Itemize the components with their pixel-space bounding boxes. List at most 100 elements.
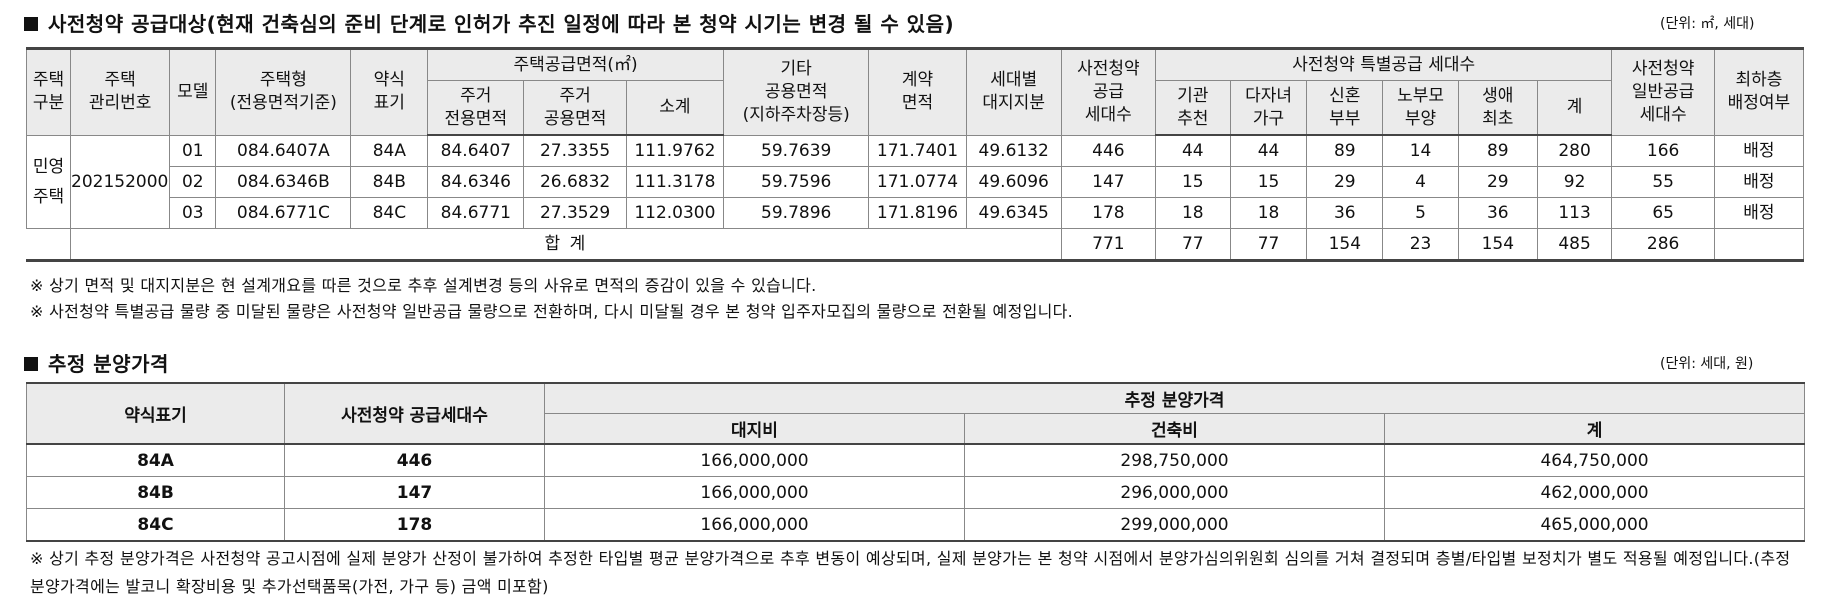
cell-subtotal: 111.3178 [625, 166, 725, 198]
cell-abbr: 84A [350, 134, 429, 167]
cell-other-common: 59.7596 [723, 166, 870, 198]
cell-agency: 18 [1154, 197, 1231, 229]
cell-model: 02 [169, 166, 217, 198]
header-common: 주거 공용면적 [523, 80, 627, 136]
section2-title: 추정 분양가격 [24, 348, 169, 377]
cell-agency: 15 [1154, 166, 1231, 198]
cell-common: 26.6832 [523, 166, 627, 198]
header-land: 대지비 [544, 413, 965, 445]
cell-elderly: 4 [1382, 166, 1459, 198]
cell-supply: 178 [284, 508, 545, 542]
cell-total: 113 [1536, 197, 1613, 229]
header-land-share: 세대별 대지지분 [965, 48, 1062, 136]
header-pre-supply: 사전청약 공급 세대수 [1060, 48, 1156, 136]
sum-label: 합 계 [70, 228, 1062, 261]
sum-total: 485 [1536, 228, 1613, 261]
header-other-common: 기타 공용면적 (지하주차장등) [723, 48, 870, 136]
sum-agency: 77 [1154, 228, 1231, 261]
section1-title-text: 사전청약 공급대상(현재 건축심의 준비 단계로 인허가 추진 일정에 따라 본… [48, 12, 955, 36]
house-type-cell: 민영 주택 [26, 134, 71, 229]
cell-multi: 44 [1229, 134, 1308, 167]
cell-land: 49.6132 [965, 134, 1062, 167]
header-exclusive: 주거 전용면적 [427, 80, 525, 136]
header-general-supply: 사전청약 일반공급 세대수 [1611, 48, 1715, 136]
cell-abbr: 84C [26, 508, 285, 542]
cell-lowest: 배정 [1713, 197, 1805, 229]
header-newlywed: 신혼 부부 [1306, 80, 1384, 136]
cell-newlywed: 29 [1306, 166, 1384, 198]
cell-common: 27.3529 [523, 197, 627, 229]
cell-contract: 171.0774 [868, 166, 967, 198]
cell-newlywed: 36 [1306, 197, 1384, 229]
cell-land: 166,000,000 [544, 476, 965, 509]
sum-multi: 77 [1229, 228, 1308, 261]
header-house-model: 주택형 (전용면적기준) [215, 48, 352, 136]
cell-land: 49.6096 [965, 166, 1062, 198]
cell-total: 462,000,000 [1383, 476, 1806, 509]
cell-abbr: 84B [26, 476, 285, 509]
header-house-type: 주택 구분 [26, 48, 71, 136]
header-supply-area: 주택공급면적(㎡) [427, 48, 725, 81]
cell-model: 01 [169, 134, 217, 167]
header-multi-child: 다자녀 가구 [1229, 80, 1308, 136]
table-row: 84A 446 166,000,000 298,750,000 464,750,… [26, 443, 1806, 477]
header-price: 추정 분양가격 [543, 382, 1806, 414]
cell-first: 36 [1457, 197, 1538, 229]
cell-multi: 15 [1229, 166, 1308, 198]
cell-first: 89 [1457, 134, 1538, 167]
cell-general: 166 [1611, 134, 1715, 167]
cell-other-common: 59.7896 [723, 197, 870, 229]
header-total: 계 [1383, 413, 1806, 445]
cell-total: 92 [1536, 166, 1613, 198]
header-elderly: 노부모 부양 [1382, 80, 1459, 136]
supply-target-table: 주택 구분 주택 관리번호 모델 주택형 (전용면적기준) 약식 표기 주택공급… [26, 47, 1805, 262]
table-row: 02 084.6346B 84B 84.6346 26.6832 111.317… [27, 166, 1805, 198]
cell-supply: 446 [284, 443, 545, 477]
cell-supply: 178 [1060, 197, 1156, 229]
sum-newlywed: 154 [1306, 228, 1384, 261]
cell-contract: 171.7401 [868, 134, 967, 167]
cell-elderly: 14 [1382, 134, 1459, 167]
mgmt-no-cell: 2021520006 [69, 134, 171, 229]
sum-row: 합 계 771 77 77 154 23 154 485 286 [26, 228, 1805, 261]
section1-unit: (단위: ㎡, 세대) [1660, 16, 1755, 32]
cell-abbr: 84B [350, 166, 429, 198]
header-lowest-floor: 최하층 배정여부 [1713, 48, 1805, 136]
cell-supply: 147 [284, 476, 545, 509]
header-building: 건축비 [964, 413, 1385, 445]
section1-title: 사전청약 공급대상(현재 건축심의 준비 단계로 인허가 추진 일정에 따라 본… [24, 8, 954, 37]
black-square-icon [24, 356, 38, 371]
sum-first: 154 [1457, 228, 1538, 261]
cell-lowest: 배정 [1713, 134, 1805, 167]
note-supply: ※ 사전청약 특별공급 물량 중 미달된 물량은 사전청약 일반공급 물량으로 … [30, 302, 1074, 321]
cell-exclusive: 84.6407 [427, 134, 525, 167]
table-row: 84B 147 166,000,000 296,000,000 462,000,… [26, 476, 1806, 509]
cell-land: 166,000,000 [544, 508, 965, 542]
cell-total: 465,000,000 [1383, 508, 1806, 542]
cell-house-model: 084.6346B [215, 166, 352, 198]
cell-other-common: 59.7639 [723, 134, 870, 167]
sum-blank-cell [26, 228, 71, 261]
cell-land: 166,000,000 [544, 443, 965, 477]
table-row: 84C 178 166,000,000 299,000,000 465,000,… [26, 508, 1806, 542]
cell-house-model: 084.6771C [215, 197, 352, 229]
header-subtotal: 소계 [625, 80, 725, 136]
cell-general: 65 [1611, 197, 1715, 229]
cell-supply: 446 [1060, 134, 1156, 167]
header-abbr: 약식표기 [26, 382, 285, 445]
header-supply: 사전청약 공급세대수 [284, 382, 545, 445]
header-contract-area: 계약 면적 [868, 48, 967, 136]
cell-subtotal: 112.0300 [625, 197, 725, 229]
cell-building: 298,750,000 [964, 443, 1385, 477]
cell-building: 299,000,000 [964, 508, 1385, 542]
sum-lowest [1713, 228, 1805, 261]
header-agency: 기관 추천 [1154, 80, 1231, 136]
note-price: ※ 상기 추정 분양가격은 사전청약 공고시점에 실제 분양가 산정이 불가하여… [30, 549, 1791, 596]
cell-multi: 18 [1229, 197, 1308, 229]
cell-total: 280 [1536, 134, 1613, 167]
cell-house-model: 084.6407A [215, 134, 352, 167]
note-area: ※ 상기 면적 및 대지지분은 현 설계개요를 따른 것으로 추후 설계변경 등… [30, 276, 817, 295]
price-table: 약식표기 사전청약 공급세대수 추정 분양가격 대지비 건축비 계 84A 44… [26, 382, 1806, 542]
cell-land: 49.6345 [965, 197, 1062, 229]
